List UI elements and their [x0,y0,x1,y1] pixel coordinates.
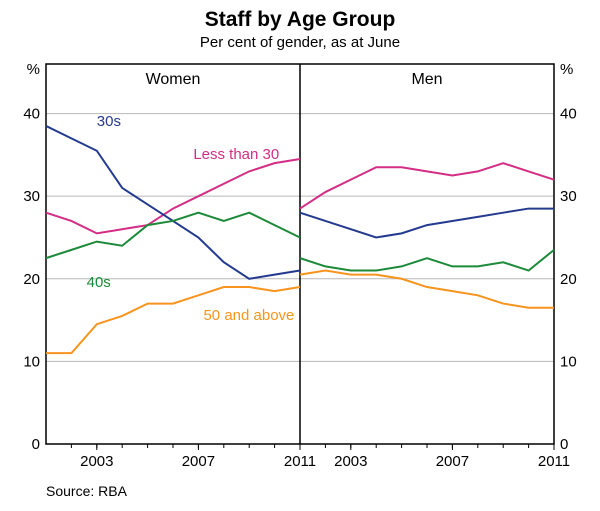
svg-text:20: 20 [560,271,577,288]
svg-text:40: 40 [23,106,40,123]
svg-text:30: 30 [560,188,577,205]
series-line [46,213,300,258]
svg-text:0: 0 [560,436,568,453]
svg-text:2011: 2011 [538,453,570,470]
series-label: 30s [97,113,121,130]
page-title: Staff by Age Group [0,0,600,32]
page-subtitle: Per cent of gender, as at June [0,32,600,55]
svg-text:10: 10 [23,353,40,370]
svg-text:2003: 2003 [334,453,367,470]
series-label: Less than 30 [193,146,279,163]
svg-text:Women: Women [146,71,201,88]
series-line [300,163,554,208]
svg-text:Men: Men [411,71,442,88]
svg-text:10: 10 [560,353,577,370]
svg-text:2007: 2007 [182,453,215,470]
svg-text:20: 20 [23,271,40,288]
svg-text:%: % [560,61,573,78]
series-line [300,271,554,308]
series-line [300,250,554,271]
series-label: 40s [87,274,111,291]
series-line [300,209,554,238]
svg-text:40: 40 [560,106,577,123]
svg-text:%: % [27,61,40,78]
source-label: Source: RBA [46,483,127,499]
series-label: 50 and above [203,307,294,324]
svg-text:30: 30 [23,188,40,205]
svg-text:2007: 2007 [436,453,469,470]
chart-svg: 0 0 10 10 20 20 30 30 40 40%% 2003 2007 2011 Women 200… [0,56,600,486]
svg-text:2011: 2011 [284,453,316,470]
svg-text:2003: 2003 [80,453,113,470]
svg-text:0: 0 [32,436,40,453]
